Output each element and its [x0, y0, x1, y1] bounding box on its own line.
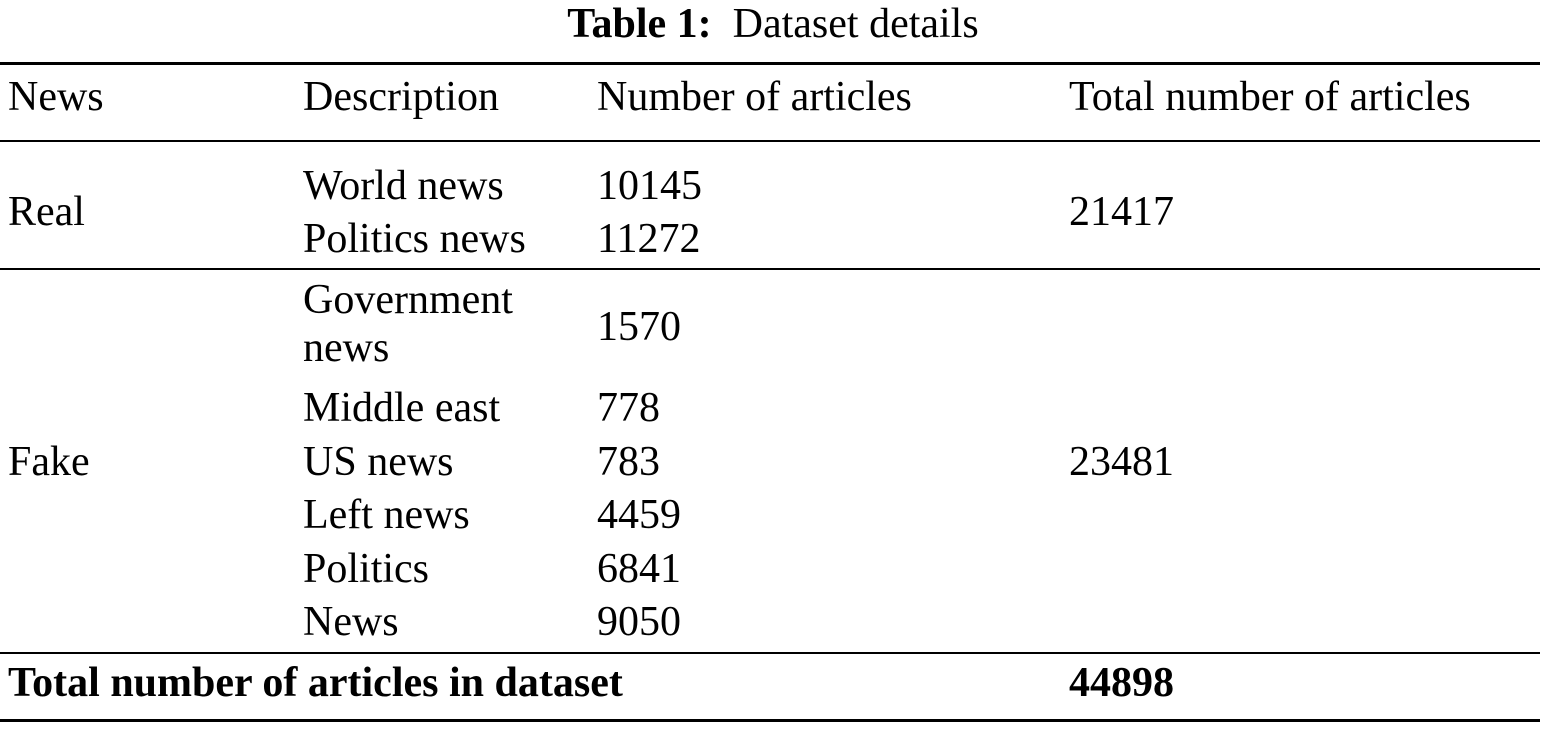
row-description: World news	[303, 163, 504, 209]
row-count: 778	[597, 385, 660, 431]
caption-text: Dataset details	[732, 1, 979, 47]
row-count: 4459	[597, 492, 681, 538]
group-total-fake: 23481	[1069, 439, 1174, 485]
row-count: 1570	[597, 304, 681, 350]
row-description: Middle east	[303, 385, 501, 431]
row-description: US news	[303, 439, 454, 485]
row-count: 10145	[597, 163, 702, 209]
row-count: 11272	[597, 216, 701, 262]
row-count: 783	[597, 439, 660, 485]
header-news: News	[8, 74, 104, 120]
group-news-real: Real	[8, 189, 85, 235]
row-description: Politics	[303, 546, 430, 592]
row-description: Left news	[303, 492, 470, 538]
row-count: 6841	[597, 546, 681, 592]
header-total-number-of-articles: Total number of articles	[1069, 74, 1471, 120]
row-description: News	[303, 599, 399, 645]
header-description: Description	[303, 74, 499, 120]
caption-label: Table 1:	[567, 1, 712, 47]
row-count: 9050	[597, 599, 681, 645]
top-rule	[0, 62, 1540, 65]
table-caption: Table 1: Dataset details	[0, 0, 1546, 48]
group-rule	[0, 268, 1540, 270]
header-rule	[0, 140, 1540, 142]
row-description: Government news	[303, 277, 513, 371]
footer-label: Total number of articles in dataset	[8, 660, 623, 706]
header-number-of-articles: Number of articles	[597, 74, 912, 120]
row-description: Politics news	[303, 216, 526, 262]
footer-total: 44898	[1069, 660, 1174, 706]
footer-rule	[0, 652, 1540, 654]
group-news-fake: Fake	[8, 439, 90, 485]
group-total-real: 21417	[1069, 189, 1174, 235]
bottom-rule	[0, 719, 1540, 722]
